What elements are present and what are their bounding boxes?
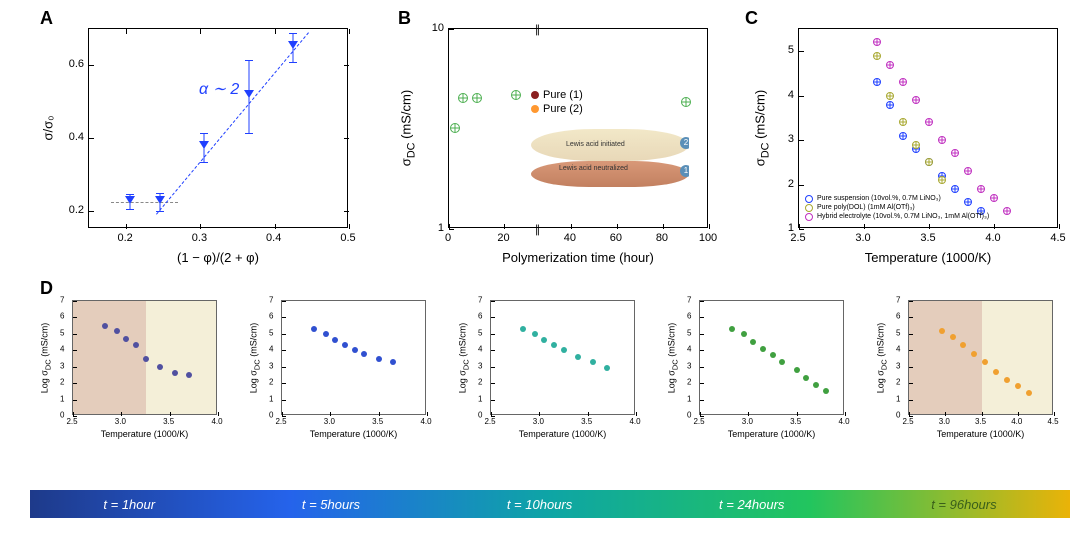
panel-a-ylabel: σ/σ₀ xyxy=(41,115,56,140)
panel-a-plot: α ∼ 2 xyxy=(88,28,348,228)
panel-label-d: D xyxy=(40,278,53,299)
time-label: t = 96hours xyxy=(931,497,996,512)
legend-item: Pure (1) xyxy=(531,89,583,101)
time-label: t = 5hours xyxy=(302,497,360,512)
panel-c-ylabel: σDC (mS/cm) xyxy=(753,90,772,166)
panel-label-c: C xyxy=(745,8,758,29)
time-label: t = 10hours xyxy=(507,497,572,512)
time-gradient-bar: t = 1hour t = 5hours t = 10hours t = 24hour… xyxy=(30,490,1070,518)
panel-c-plot: Pure suspension (10vol.%, 0.7M LiNO₃)Pur… xyxy=(798,28,1058,228)
time-label: t = 1hour xyxy=(103,497,155,512)
panel-a-xlabel: (1 − φ)/(2 + φ) xyxy=(177,250,259,265)
panel-d-subplot xyxy=(490,300,635,415)
panel-b-ylabel: σDC (mS/cm) xyxy=(399,90,418,166)
panel-label-b: B xyxy=(398,8,411,29)
time-label: t = 24hours xyxy=(719,497,784,512)
inset-schematic: Lewis acid initiatedLewis acid neutraliz… xyxy=(531,129,689,187)
panel-c-xlabel: Temperature (1000/K) xyxy=(865,250,991,265)
panel-b-xlabel: Polymerization time (hour) xyxy=(502,250,654,265)
panel-b-plot: Pure (1) Pure (2) Lewis acid initiatedLewi… xyxy=(448,28,708,228)
panel-d-subplot xyxy=(72,300,217,415)
legend-item: Pure (2) xyxy=(531,103,583,115)
panel-d-subplot xyxy=(281,300,426,415)
panel-c-legend: Pure suspension (10vol.%, 0.7M LiNO₃)Pur… xyxy=(805,194,989,221)
panel-d-subplot xyxy=(908,300,1053,415)
panel-label-a: A xyxy=(40,8,53,29)
alpha-annotation: α ∼ 2 xyxy=(199,79,239,99)
panel-d-subplot xyxy=(699,300,844,415)
